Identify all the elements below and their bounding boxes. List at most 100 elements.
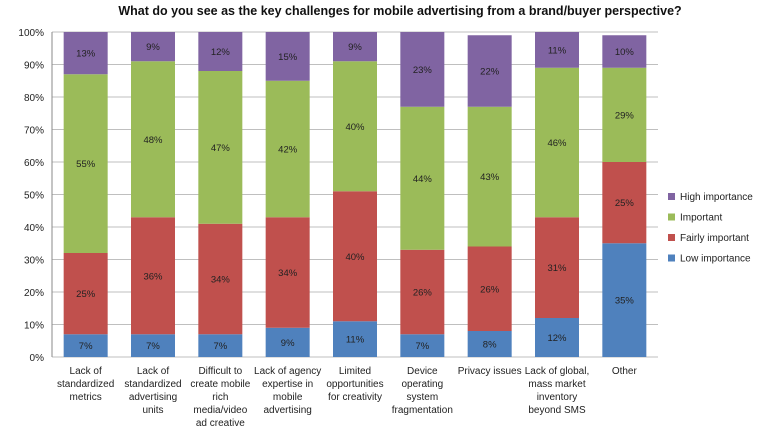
x-tick-label: Lack of global, mass market inventory beyon… — [525, 366, 590, 416]
bar-segment — [265, 217, 310, 328]
bar-segment — [265, 327, 310, 357]
data-label: 11% — [346, 335, 365, 346]
y-tick-label: 0% — [30, 353, 45, 364]
x-tick-label: Limited opportunities for creativity — [326, 366, 383, 403]
bar-segment — [333, 32, 377, 62]
data-label: 7% — [146, 341, 160, 352]
data-label: 12% — [211, 47, 231, 58]
bar-segment — [535, 67, 579, 218]
bar-segment — [131, 334, 175, 357]
y-tick-label: 50% — [24, 191, 44, 202]
data-label: 23% — [413, 65, 433, 76]
data-label: 40% — [345, 122, 365, 133]
data-label: 44% — [413, 174, 433, 185]
bar-segment — [333, 321, 377, 357]
bar-segment — [467, 331, 512, 357]
legend-swatch — [668, 193, 675, 200]
bar-segment — [400, 334, 445, 357]
y-tick-label: 60% — [24, 158, 44, 169]
bar-segment — [535, 217, 579, 318]
y-tick-label: 80% — [24, 93, 44, 104]
data-label: 8% — [483, 340, 497, 351]
bar-segment — [63, 32, 108, 75]
data-label: 9% — [348, 42, 362, 53]
data-label: 35% — [615, 296, 635, 307]
bar-segment — [131, 61, 175, 218]
data-label: 7% — [79, 341, 93, 352]
bar-segment — [333, 191, 377, 322]
bar-segment — [400, 249, 445, 335]
bar-segment — [535, 32, 579, 68]
data-label: 43% — [480, 172, 500, 183]
data-label: 47% — [211, 143, 231, 154]
x-tick-label: Difficult to create mobile rich media/video… — [190, 366, 250, 429]
bar-segment — [131, 32, 175, 62]
legend-swatch — [668, 234, 675, 241]
bar-segment — [535, 318, 579, 357]
data-label: 31% — [547, 263, 567, 274]
data-label: 22% — [480, 67, 500, 78]
legend-label: Low importance — [680, 254, 751, 265]
data-label: 26% — [413, 288, 433, 299]
bar-segment — [467, 106, 512, 247]
data-label: 25% — [615, 198, 635, 209]
bar-segment — [198, 32, 243, 71]
legend-label: High importance — [680, 192, 753, 203]
y-tick-label: 70% — [24, 126, 44, 137]
data-label: 26% — [480, 284, 500, 295]
data-label: 7% — [213, 341, 227, 352]
data-label: 10% — [615, 47, 635, 58]
data-label: 25% — [76, 289, 96, 300]
bar-segment — [602, 243, 647, 357]
y-tick-label: 20% — [24, 288, 44, 299]
data-label: 7% — [415, 341, 429, 352]
data-label: 13% — [76, 49, 96, 60]
bar-segment — [265, 80, 310, 218]
data-label: 48% — [143, 135, 163, 146]
data-label: 9% — [281, 338, 295, 349]
bar-segment — [467, 246, 512, 331]
y-tick-label: 10% — [24, 321, 44, 332]
bar-segment — [198, 223, 243, 335]
bar-segment — [63, 74, 108, 253]
data-label: 12% — [547, 333, 567, 344]
x-tick-label: Lack of standardized advertising units — [124, 366, 181, 416]
bar-segment — [467, 35, 512, 107]
chart-title: What do you see as the key challenges fo… — [118, 4, 682, 18]
bar-segment — [265, 32, 310, 81]
bar-segment — [63, 334, 108, 357]
bar-segment — [602, 162, 647, 244]
x-tick-label: Privacy issues — [458, 366, 522, 377]
legend-swatch — [668, 254, 675, 262]
data-label: 42% — [278, 145, 298, 156]
y-tick-label: 40% — [24, 223, 44, 234]
bar-segment — [131, 217, 175, 335]
bar-segment — [198, 334, 243, 357]
data-label: 46% — [547, 138, 567, 149]
x-tick-label: Other — [612, 366, 638, 377]
legend-swatch — [668, 213, 675, 221]
bar-segment — [400, 106, 445, 250]
bar-segment — [602, 67, 647, 162]
data-label: 36% — [143, 271, 163, 282]
bar-segment — [198, 71, 243, 224]
data-label: 11% — [548, 45, 567, 56]
data-label: 34% — [211, 275, 231, 286]
data-label: 55% — [76, 159, 96, 170]
x-tick-label: Device operating system fragmentation — [392, 366, 453, 416]
data-label: 29% — [615, 110, 635, 121]
legend-label: Fairly important — [680, 233, 749, 244]
y-tick-label: 30% — [24, 256, 44, 267]
bar-segment — [602, 35, 647, 68]
data-label: 40% — [345, 252, 365, 263]
data-label: 15% — [278, 52, 298, 63]
x-tick-label: Lack of agency expertise in mobile advertis… — [254, 366, 321, 416]
bar-segment — [333, 61, 377, 192]
bar-segment — [63, 253, 108, 335]
data-label: 9% — [146, 42, 160, 53]
y-tick-label: 90% — [24, 61, 44, 72]
y-tick-label: 100% — [18, 28, 44, 39]
bar-segment — [400, 32, 445, 107]
data-label: 34% — [278, 268, 298, 279]
